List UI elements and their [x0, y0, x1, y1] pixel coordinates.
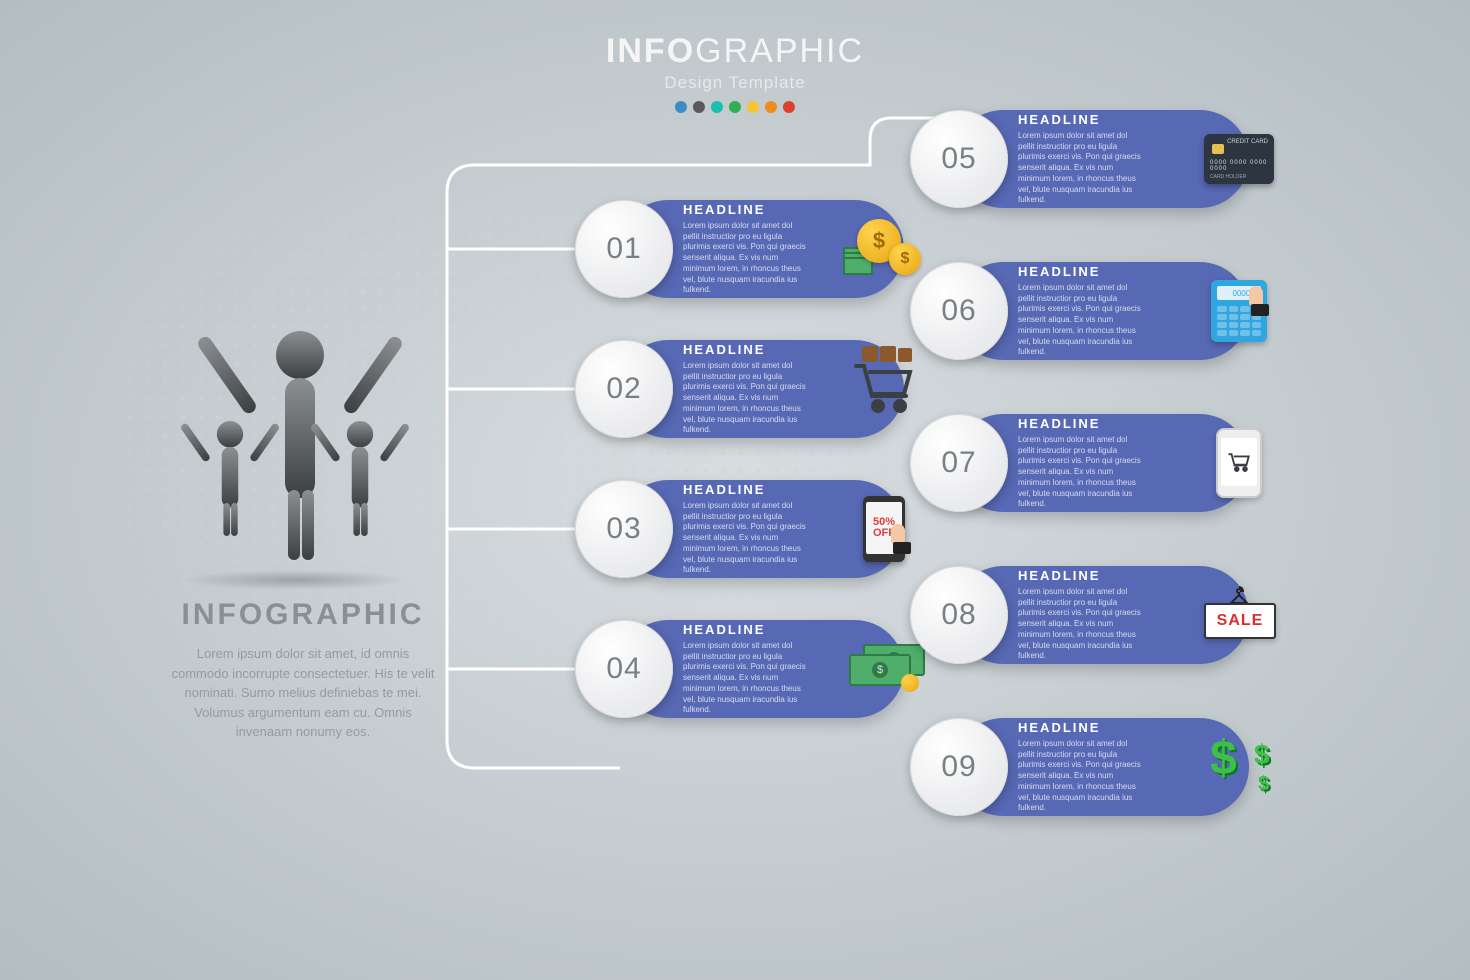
people-shadow [180, 570, 410, 590]
step-headline: HEADLINE [683, 482, 808, 497]
sale-sign-icon: SALE [1204, 585, 1274, 645]
step-number: 08 [910, 566, 1008, 664]
step-icon: 50%OFF [849, 494, 919, 564]
step-05: HEADLINE Lorem ipsum dolor sit amet dol … [910, 110, 1249, 208]
step-09: HEADLINE Lorem ipsum dolor sit amet dol … [910, 718, 1249, 816]
step-icon: CREDIT CARD 0000 0000 0000 0000 CARD HOL… [1204, 124, 1274, 194]
credit-card-icon: CREDIT CARD 0000 0000 0000 0000 CARD HOL… [1204, 134, 1274, 184]
step-body: Lorem ipsum dolor sit amet dol pellit in… [683, 501, 808, 577]
step-number: 05 [910, 110, 1008, 208]
step-icon: SALE [1204, 580, 1274, 650]
step-number: 09 [910, 718, 1008, 816]
cash-icon [849, 644, 919, 694]
phone-discount-icon: 50%OFF [863, 496, 905, 562]
shopping-cart-icon [852, 360, 916, 419]
step-headline: HEADLINE [1018, 112, 1143, 127]
step-icon: $$ [849, 214, 919, 284]
step-body: Lorem ipsum dolor sit amet dol pellit in… [1018, 131, 1143, 207]
step-headline: HEADLINE [683, 622, 808, 637]
intro-body: Lorem ipsum dolor sit amet, id omnis com… [168, 644, 438, 742]
step-number: 02 [575, 340, 673, 438]
people-icon [150, 320, 450, 580]
step-headline: HEADLINE [1018, 264, 1143, 279]
step-number: 06 [910, 262, 1008, 360]
step-icon [849, 354, 919, 424]
step-body: Lorem ipsum dolor sit amet dol pellit in… [683, 361, 808, 437]
dollar-signs-icon: $$$ [1204, 735, 1274, 799]
step-number: 01 [575, 200, 673, 298]
step-body: Lorem ipsum dolor sit amet dol pellit in… [683, 221, 808, 297]
phone-cart-icon [1216, 428, 1262, 498]
step-body: Lorem ipsum dolor sit amet dol pellit in… [683, 641, 808, 717]
step-body: Lorem ipsum dolor sit amet dol pellit in… [1018, 435, 1143, 511]
step-07: HEADLINE Lorem ipsum dolor sit amet dol … [910, 414, 1249, 512]
step-headline: HEADLINE [1018, 416, 1143, 431]
step-06: HEADLINE Lorem ipsum dolor sit amet dol … [910, 262, 1249, 360]
step-03: HEADLINE Lorem ipsum dolor sit amet dol … [575, 480, 904, 578]
step-body: Lorem ipsum dolor sit amet dol pellit in… [1018, 739, 1143, 815]
step-08: HEADLINE Lorem ipsum dolor sit amet dol … [910, 566, 1249, 664]
intro-block: INFOGRAPHIC Lorem ipsum dolor sit amet, … [168, 598, 438, 742]
step-01: HEADLINE Lorem ipsum dolor sit amet dol … [575, 200, 904, 298]
step-headline: HEADLINE [1018, 568, 1143, 583]
step-number: 04 [575, 620, 673, 718]
calculator-icon: 0000.0 [1211, 280, 1267, 342]
step-icon [1204, 428, 1274, 498]
step-icon: $$$ [1204, 732, 1274, 802]
step-body: Lorem ipsum dolor sit amet dol pellit in… [1018, 587, 1143, 663]
step-headline: HEADLINE [683, 342, 808, 357]
step-02: HEADLINE Lorem ipsum dolor sit amet dol … [575, 340, 904, 438]
step-body: Lorem ipsum dolor sit amet dol pellit in… [1018, 283, 1143, 359]
step-icon [849, 634, 919, 704]
step-headline: HEADLINE [683, 202, 808, 217]
step-04: HEADLINE Lorem ipsum dolor sit amet dol … [575, 620, 904, 718]
step-number: 03 [575, 480, 673, 578]
intro-title: INFOGRAPHIC [168, 598, 438, 632]
step-icon: 0000.0 [1204, 276, 1274, 346]
step-number: 07 [910, 414, 1008, 512]
step-headline: HEADLINE [1018, 720, 1143, 735]
coins-icon: $$ [849, 217, 919, 281]
